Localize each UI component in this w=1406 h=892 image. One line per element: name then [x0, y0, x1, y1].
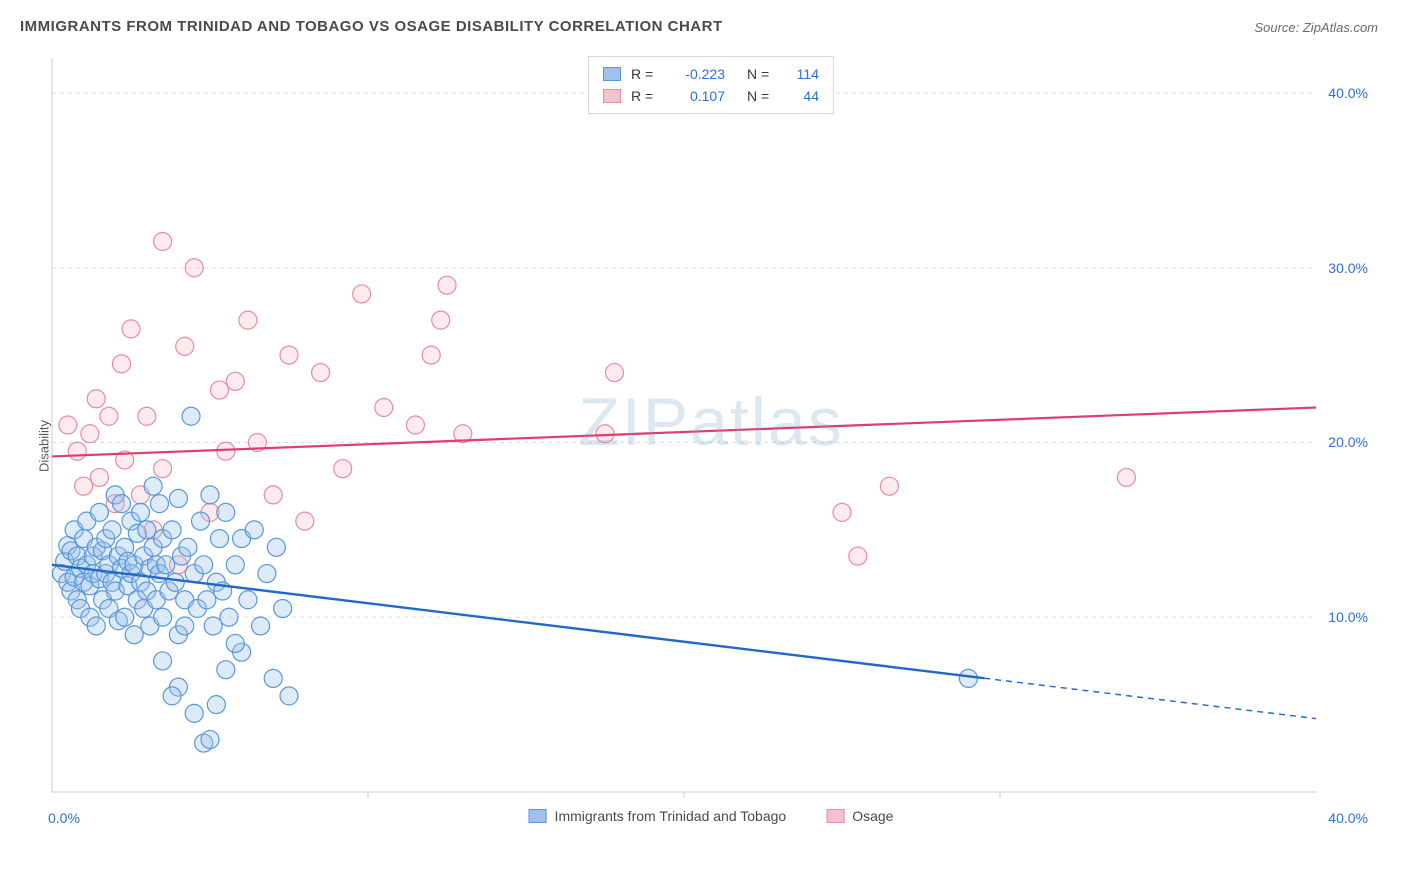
- legend-r-value-2: 0.107: [669, 85, 725, 107]
- legend-n-label: N =: [747, 63, 775, 85]
- scatter-plot-svg: [46, 52, 1376, 822]
- swatch-series1: [603, 67, 621, 81]
- chart-area: R = -0.223 N = 114 R = 0.107 N = 44 ZIPa…: [46, 52, 1376, 822]
- y-tick: 10.0%: [1328, 609, 1368, 625]
- legend-r-label: R =: [631, 85, 659, 107]
- correlation-legend: R = -0.223 N = 114 R = 0.107 N = 44: [588, 56, 834, 114]
- x-tick: 0.0%: [48, 810, 80, 826]
- swatch-series1-bottom: [529, 809, 547, 823]
- legend-r-value-1: -0.223: [669, 63, 725, 85]
- legend-row-series2: R = 0.107 N = 44: [603, 85, 819, 107]
- source-attribution: Source: ZipAtlas.com: [1254, 20, 1378, 35]
- legend-item-series2: Osage: [826, 808, 893, 824]
- legend-label-2: Osage: [852, 808, 893, 824]
- legend-label-1: Immigrants from Trinidad and Tobago: [555, 808, 787, 824]
- swatch-series2-bottom: [826, 809, 844, 823]
- y-tick: 20.0%: [1328, 434, 1368, 450]
- legend-item-series1: Immigrants from Trinidad and Tobago: [529, 808, 787, 824]
- legend-n-label: N =: [747, 85, 775, 107]
- legend-r-label: R =: [631, 63, 659, 85]
- x-tick: 40.0%: [1328, 810, 1368, 826]
- series-legend: Immigrants from Trinidad and Tobago Osag…: [529, 808, 894, 824]
- y-tick: 40.0%: [1328, 85, 1368, 101]
- legend-n-value-1: 114: [785, 63, 819, 85]
- swatch-series2: [603, 89, 621, 103]
- legend-n-value-2: 44: [785, 85, 819, 107]
- y-tick: 30.0%: [1328, 260, 1368, 276]
- chart-title: IMMIGRANTS FROM TRINIDAD AND TOBAGO VS O…: [20, 18, 723, 35]
- legend-row-series1: R = -0.223 N = 114: [603, 63, 819, 85]
